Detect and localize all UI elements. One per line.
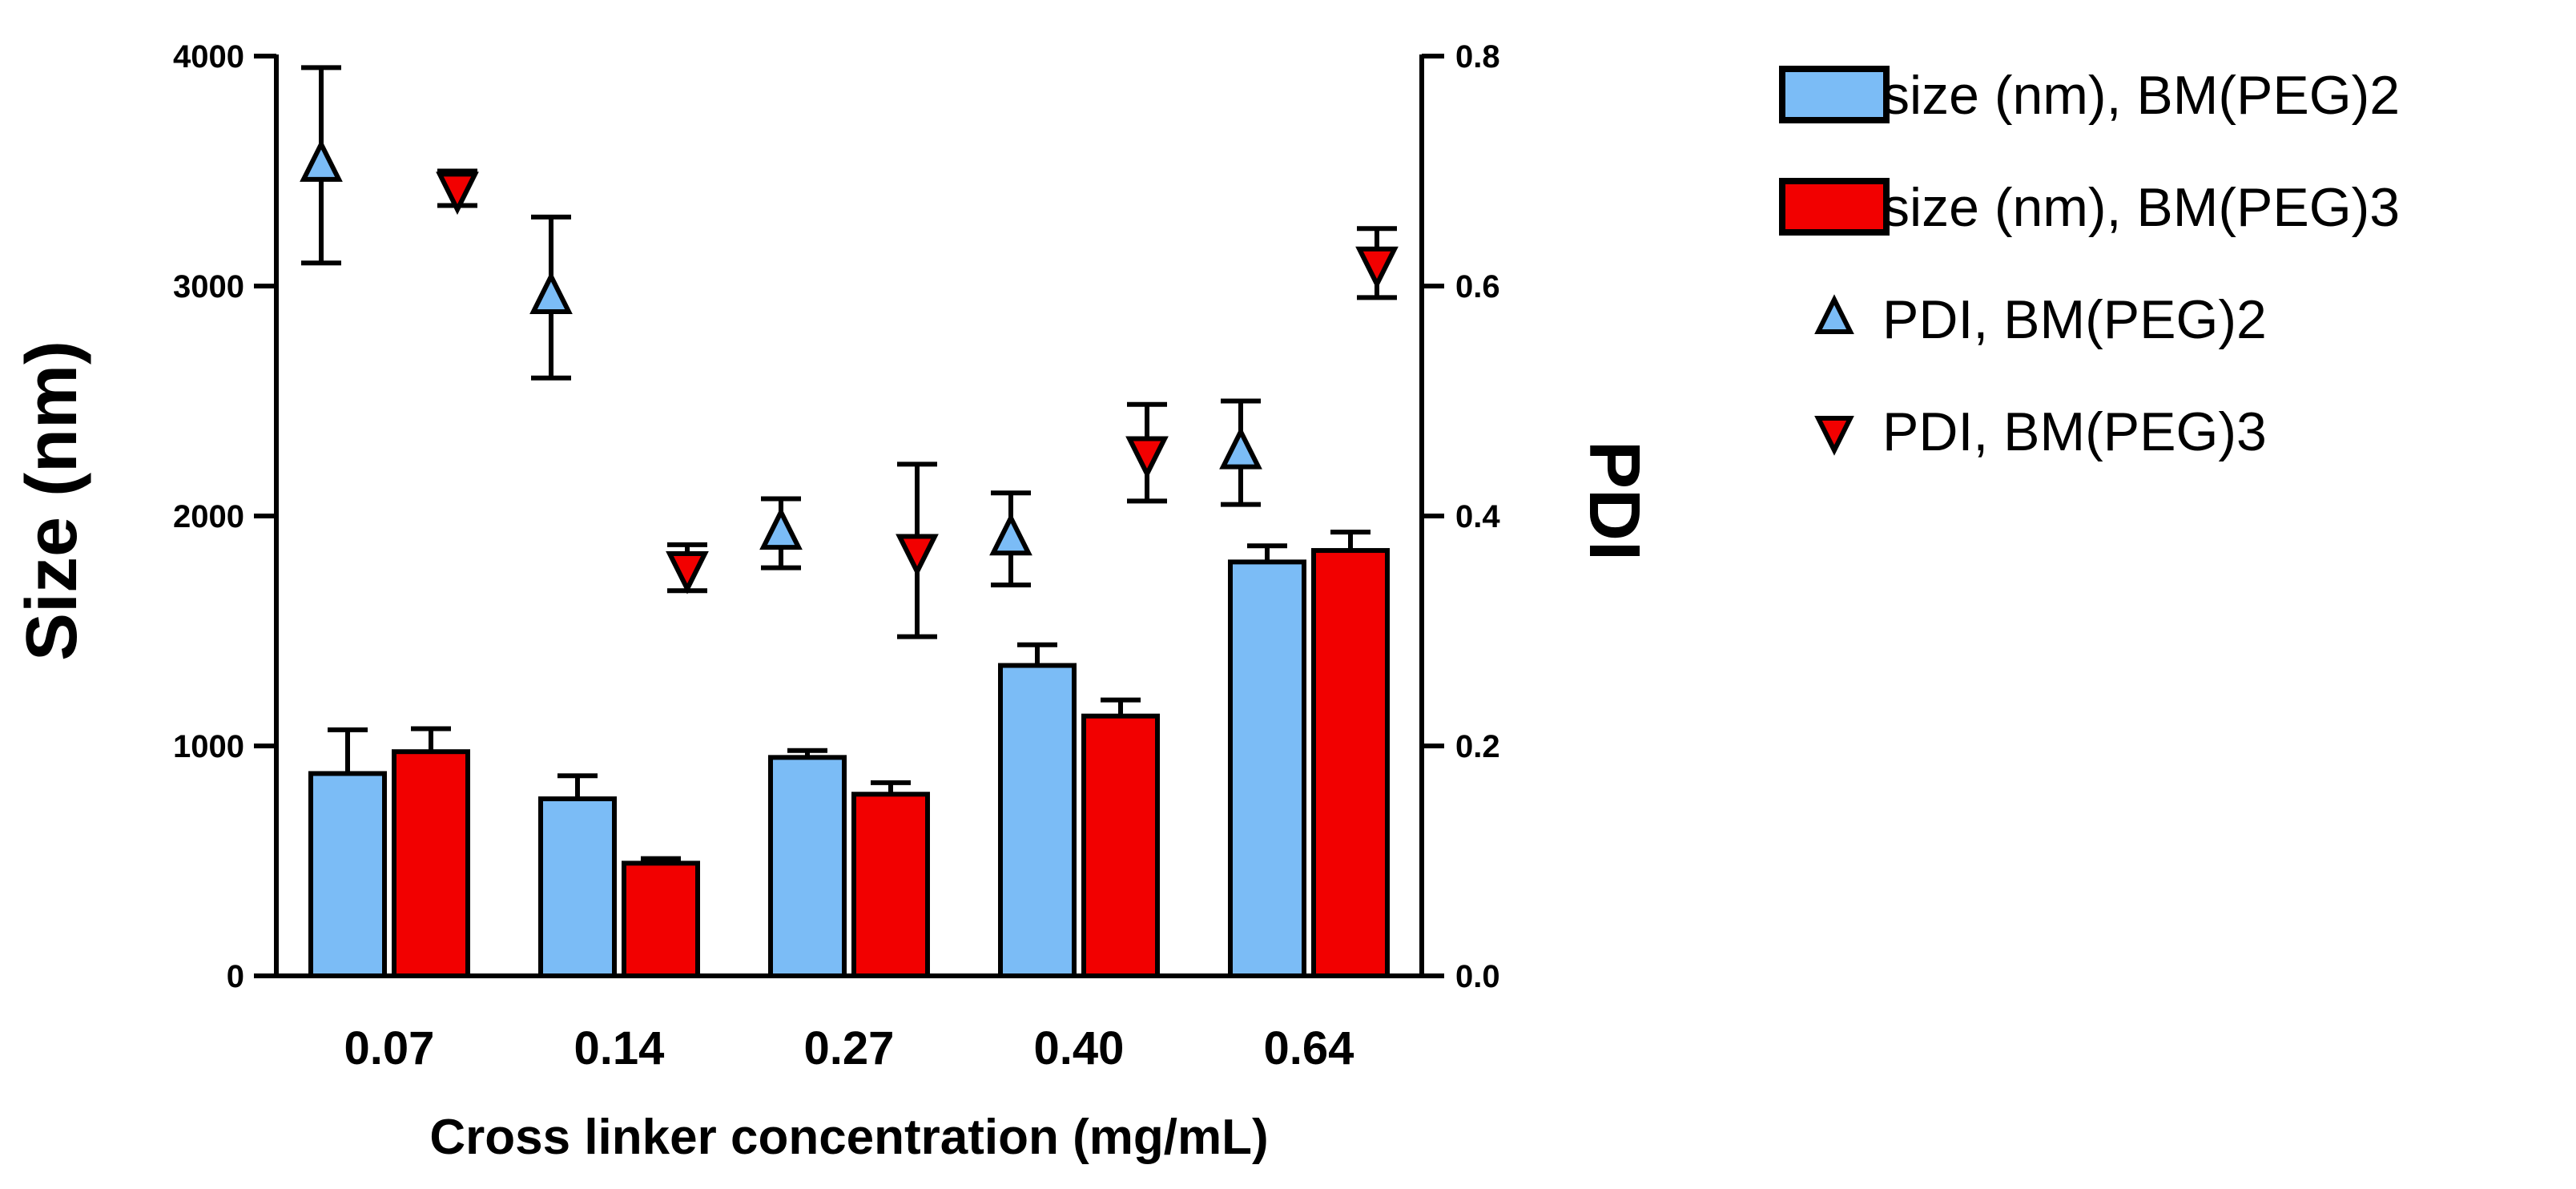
bar-2-0.14 bbox=[622, 861, 700, 978]
pdi-marker-2-0.40 bbox=[1125, 436, 1169, 480]
y2-tick-label-0.0: 0.0 bbox=[1455, 959, 1500, 994]
bar-error-2-0.14 bbox=[641, 856, 681, 864]
x-tick-label-0.27: 0.27 bbox=[804, 1022, 895, 1074]
bar-1-0.07 bbox=[308, 771, 387, 978]
y2-tick-label-0.6: 0.6 bbox=[1455, 269, 1500, 304]
bar-2-0.40 bbox=[1081, 713, 1160, 978]
axes-layer: 0.07 0.14 0.27 0.40 0.64 0 1000 2000 3000 4000 0.0… bbox=[173, 39, 1500, 1074]
x-tick-label-0.14: 0.14 bbox=[574, 1022, 665, 1074]
bar-1-0.64 bbox=[1228, 559, 1306, 978]
pdi-marker-2-0.14 bbox=[666, 550, 709, 594]
legend-entry-1: size (nm), BM(PEG)2 bbox=[1779, 65, 2400, 126]
y-tick-label-3000: 3000 bbox=[173, 269, 244, 304]
bar-1-0.27 bbox=[768, 755, 847, 978]
legend-entry-2: size (nm), BM(PEG)3 bbox=[1779, 177, 2400, 238]
x-axis-title: Cross linker concentration (mg/mL) bbox=[429, 1110, 1268, 1165]
bars-layer bbox=[308, 548, 1390, 979]
pdi-marker-2-0.27 bbox=[896, 534, 939, 578]
bar-error-2-0.07 bbox=[411, 726, 451, 752]
y2-axis-title: PDI bbox=[1574, 441, 1654, 561]
pdi-marker-2-0.07 bbox=[436, 171, 479, 216]
x-tick-label-0.40: 0.40 bbox=[1034, 1022, 1125, 1074]
bar-error-2-0.64 bbox=[1330, 530, 1371, 551]
legend-label-2: size (nm), BM(PEG)3 bbox=[1882, 177, 2400, 238]
markers-layer bbox=[300, 139, 1399, 594]
pdi-marker-1-0.40 bbox=[989, 512, 1032, 556]
legend-marker-3 bbox=[1814, 294, 1854, 334]
legend-entry-4: PDI, BM(PEG)3 bbox=[1814, 401, 2267, 462]
bar-1-0.14 bbox=[538, 796, 617, 979]
y-axis-title: Size (nm) bbox=[12, 341, 92, 661]
bar-2-0.07 bbox=[392, 749, 470, 978]
bar-error-1-0.64 bbox=[1247, 543, 1287, 562]
y-tick-label-1000: 1000 bbox=[173, 729, 244, 764]
y2-tick-label-0.2: 0.2 bbox=[1455, 729, 1500, 764]
pdi-marker-1-0.14 bbox=[529, 271, 573, 314]
bar-error-2-0.27 bbox=[871, 780, 911, 795]
bar-2-0.27 bbox=[851, 792, 930, 979]
pdi-marker-2-0.64 bbox=[1355, 246, 1399, 290]
y2-tick-label-0.8: 0.8 bbox=[1455, 39, 1500, 75]
pdi-marker-1-0.07 bbox=[300, 139, 343, 182]
x-tick-label-0.07: 0.07 bbox=[344, 1022, 435, 1074]
legend-label-1: size (nm), BM(PEG)2 bbox=[1882, 65, 2400, 126]
bar-1-0.40 bbox=[998, 663, 1077, 978]
bar-2-0.64 bbox=[1311, 548, 1390, 978]
y-tick-label-0: 0 bbox=[227, 959, 244, 994]
x-tick-label-0.64: 0.64 bbox=[1264, 1022, 1354, 1074]
legend: size (nm), BM(PEG)2 size (nm), BM(PEG)3 PD… bbox=[1779, 65, 2400, 462]
bar-error-1-0.14 bbox=[557, 773, 598, 800]
bar-error-2-0.40 bbox=[1101, 697, 1141, 716]
legend-swatch-1 bbox=[1779, 66, 1890, 123]
bar-error-1-0.27 bbox=[787, 748, 827, 758]
bar-error-1-0.07 bbox=[328, 727, 368, 774]
y-tick-label-4000: 4000 bbox=[173, 39, 244, 75]
legend-entry-3: PDI, BM(PEG)2 bbox=[1814, 289, 2267, 350]
pdi-marker-1-0.27 bbox=[759, 506, 803, 550]
bar-error-1-0.40 bbox=[1017, 642, 1057, 666]
legend-label-3: PDI, BM(PEG)2 bbox=[1882, 289, 2267, 350]
legend-marker-4 bbox=[1814, 416, 1854, 456]
legend-swatch-2 bbox=[1779, 178, 1890, 236]
legend-label-4: PDI, BM(PEG)3 bbox=[1882, 401, 2267, 462]
y-tick-label-2000: 2000 bbox=[173, 499, 244, 534]
y2-tick-label-0.4: 0.4 bbox=[1455, 499, 1500, 534]
pdi-marker-1-0.64 bbox=[1219, 425, 1262, 470]
